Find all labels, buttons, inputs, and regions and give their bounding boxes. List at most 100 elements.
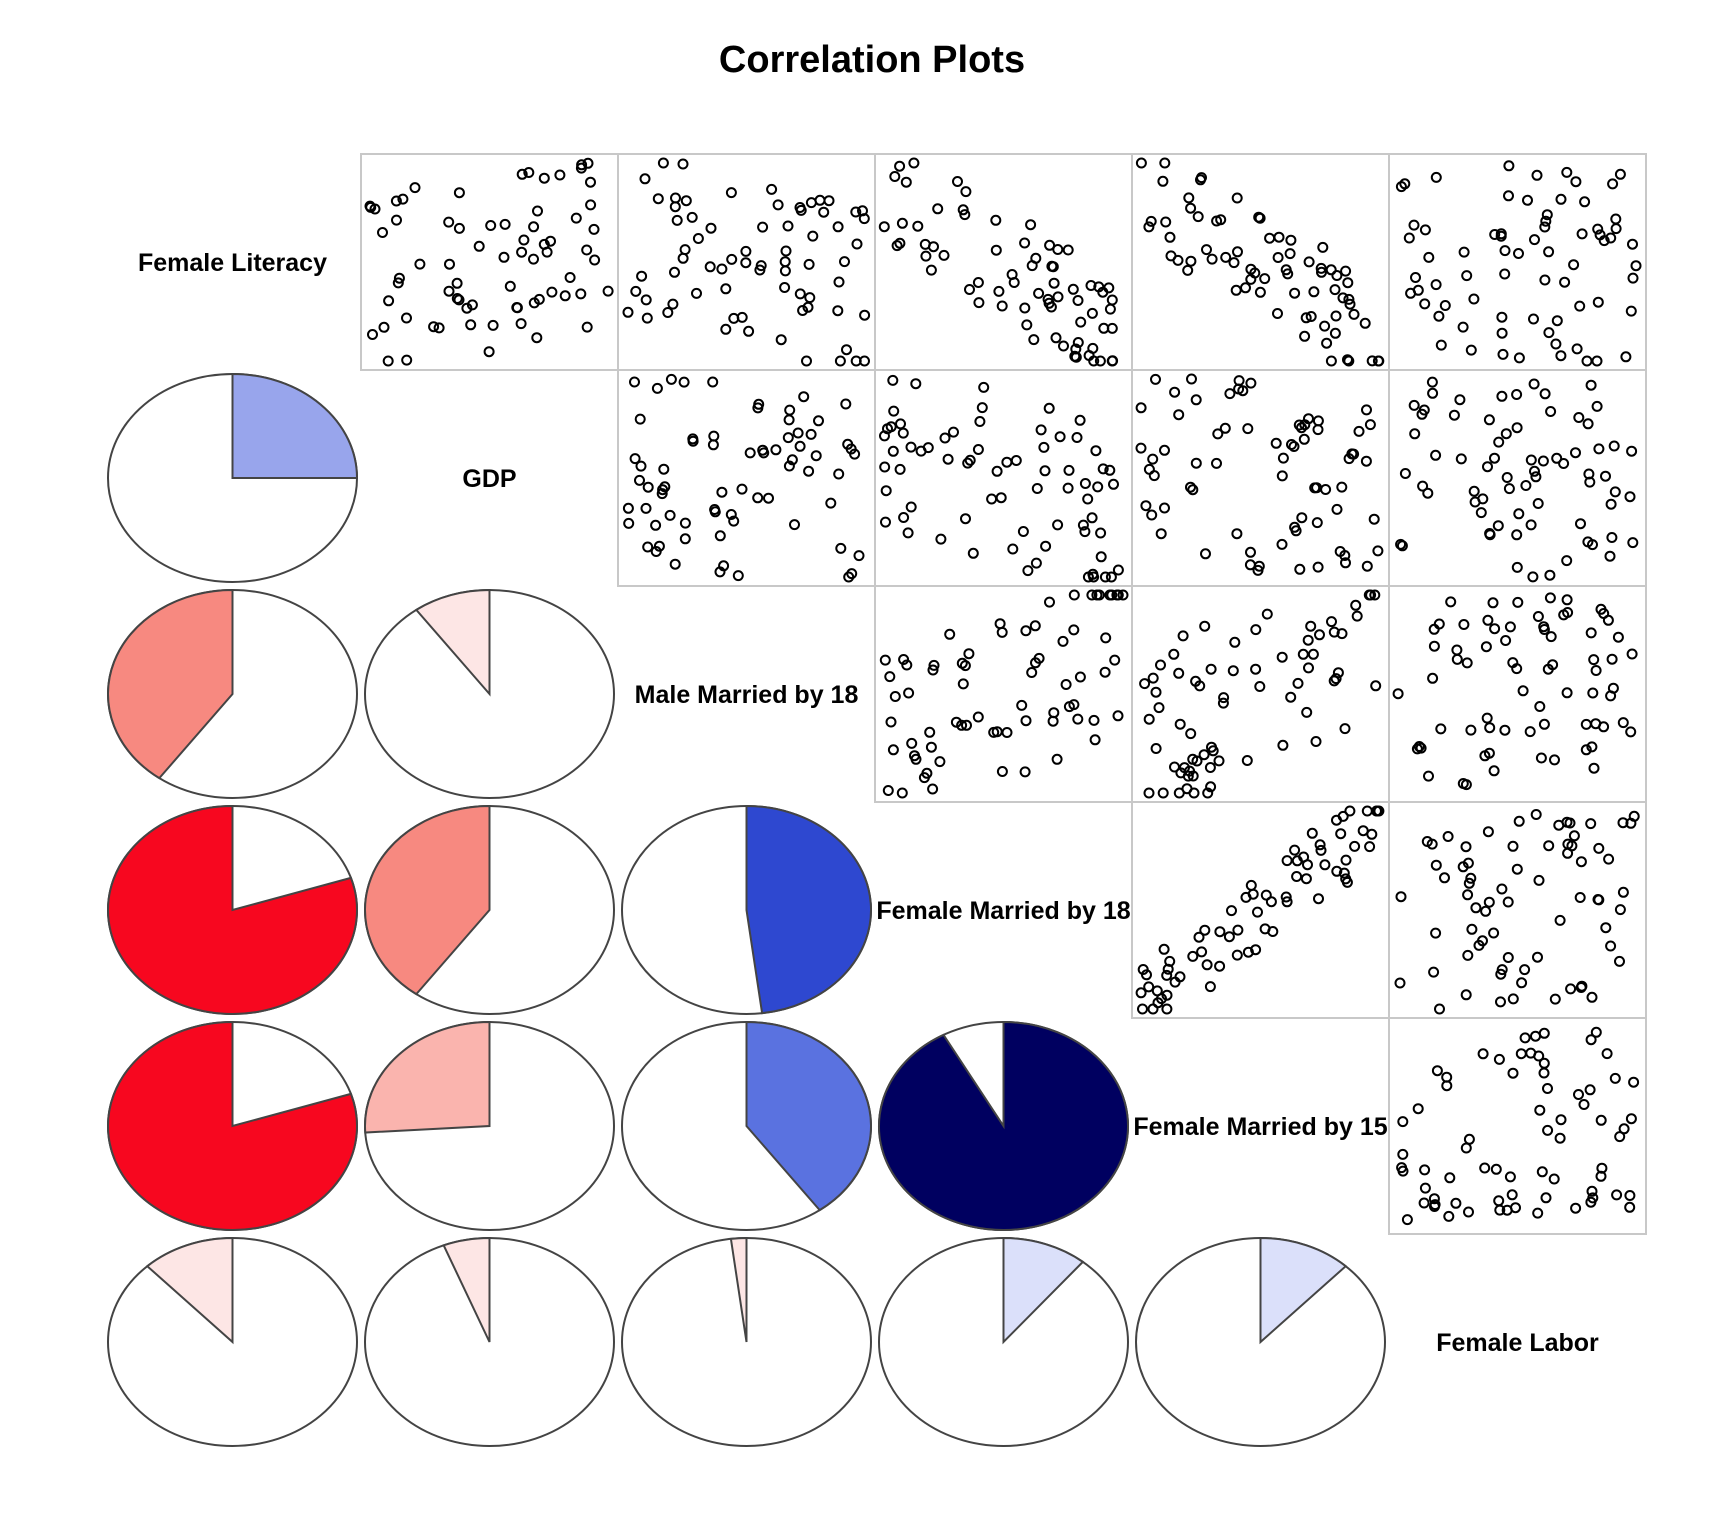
scatter-point (857, 205, 868, 217)
scatter-point (1147, 453, 1159, 465)
scatter-point (1570, 176, 1582, 188)
scatter-point (1265, 896, 1277, 908)
scatter-point (1581, 355, 1593, 367)
scatter-point (1504, 1171, 1516, 1183)
scatter-point (499, 218, 511, 230)
scatter-point (1201, 959, 1213, 971)
scatter-point (935, 533, 947, 545)
scatter-point (1609, 486, 1621, 498)
scatter-point (1435, 723, 1447, 735)
scatter-point (1499, 245, 1511, 257)
scatter-point (1412, 1103, 1424, 1115)
scatter-point (792, 427, 804, 439)
scatter-point (1549, 993, 1561, 1005)
scatter-point (1152, 997, 1164, 1009)
scatter-point (641, 312, 653, 324)
pie-female-married-by-18-vs-female-literacy (107, 804, 358, 1015)
scatter-point (1450, 1197, 1462, 1209)
scatter-point (902, 527, 914, 539)
scatter-point (1276, 538, 1288, 550)
scatter-point (1570, 1202, 1582, 1214)
scatter-point (1211, 457, 1222, 469)
scatter-point (1153, 702, 1165, 714)
scatter-point (1099, 571, 1111, 583)
scatter-point (1140, 500, 1152, 512)
scatter-point (1614, 168, 1626, 180)
scatter-point (1496, 390, 1508, 402)
scatter-point (1503, 190, 1514, 202)
scatter-point (664, 509, 676, 521)
scatter-point (640, 502, 652, 514)
scatter-point (1562, 607, 1574, 618)
scatter-point (990, 244, 1002, 256)
scatter-point (691, 287, 702, 299)
pie-female-married-by-15-vs-male-married-by-18 (621, 1020, 872, 1231)
scatter-point (1044, 239, 1056, 251)
scatter-point (1063, 464, 1075, 476)
scatter-point (1538, 1027, 1550, 1039)
scatter-point (1532, 1207, 1544, 1219)
scatter-point (1439, 300, 1451, 311)
scatter-point (1496, 311, 1508, 323)
scatter-point (1451, 653, 1463, 665)
scatter-point (1428, 623, 1440, 635)
scatter-point (1502, 952, 1514, 963)
scatter-point (1595, 1114, 1607, 1126)
scatter-point (894, 463, 906, 475)
scatter-point (1071, 432, 1083, 443)
scatter-point (927, 783, 939, 795)
scatter-point (1325, 264, 1337, 276)
scatter-point (401, 354, 413, 366)
scatter-point (1174, 971, 1186, 983)
scatter-point (1340, 854, 1352, 866)
scatter-point (1417, 480, 1429, 492)
scatter-point (1513, 352, 1525, 364)
scatter-point (995, 492, 1007, 504)
scatter-female-literacy-vs-female-labor (1388, 153, 1647, 371)
scatter-point (669, 201, 681, 213)
scatter-point (1443, 1210, 1455, 1222)
scatter-point (677, 252, 689, 264)
scatter-point (1558, 458, 1570, 469)
scatter-point (1610, 213, 1622, 225)
scatter-point (1575, 518, 1586, 530)
scatter-frame (874, 369, 1133, 587)
scatter-point (1016, 699, 1028, 711)
scatter-point (770, 444, 782, 456)
scatter-point (1311, 517, 1323, 529)
scatter-point (1067, 283, 1079, 295)
scatter-point (960, 513, 971, 525)
scatter-point (528, 297, 540, 309)
scatter-point (754, 264, 766, 276)
scatter-point (1030, 657, 1041, 669)
scatter-point (1303, 413, 1314, 425)
scatter-point (564, 272, 576, 283)
scatter-point (1104, 303, 1116, 315)
scatter-point (1339, 723, 1351, 735)
scatter-point (1548, 1173, 1560, 1185)
scatter-point (1484, 529, 1496, 541)
scatter-point (1232, 246, 1243, 258)
scatter-point (1276, 651, 1288, 663)
scatter-point (1026, 260, 1038, 272)
scatter-point (1317, 241, 1329, 253)
scatter-point (516, 246, 528, 258)
scatter-point (585, 176, 596, 188)
scatter-point (1530, 471, 1542, 483)
scatter-point (1591, 400, 1603, 412)
scatter-point (880, 516, 891, 528)
scatter-point (1510, 1202, 1521, 1214)
scatter-point (905, 441, 917, 453)
scatter-point (1021, 319, 1033, 331)
scatter-point (1468, 485, 1480, 497)
scatter-point (1519, 964, 1531, 976)
scatter-point (652, 193, 664, 205)
scatter-point (1150, 743, 1162, 754)
scatter-point (1625, 1113, 1637, 1125)
scatter-point (1312, 561, 1324, 573)
scatter-point (1019, 766, 1031, 778)
scatter-point (1143, 221, 1155, 233)
scatter-point (898, 654, 910, 665)
scatter-point (1187, 753, 1199, 765)
